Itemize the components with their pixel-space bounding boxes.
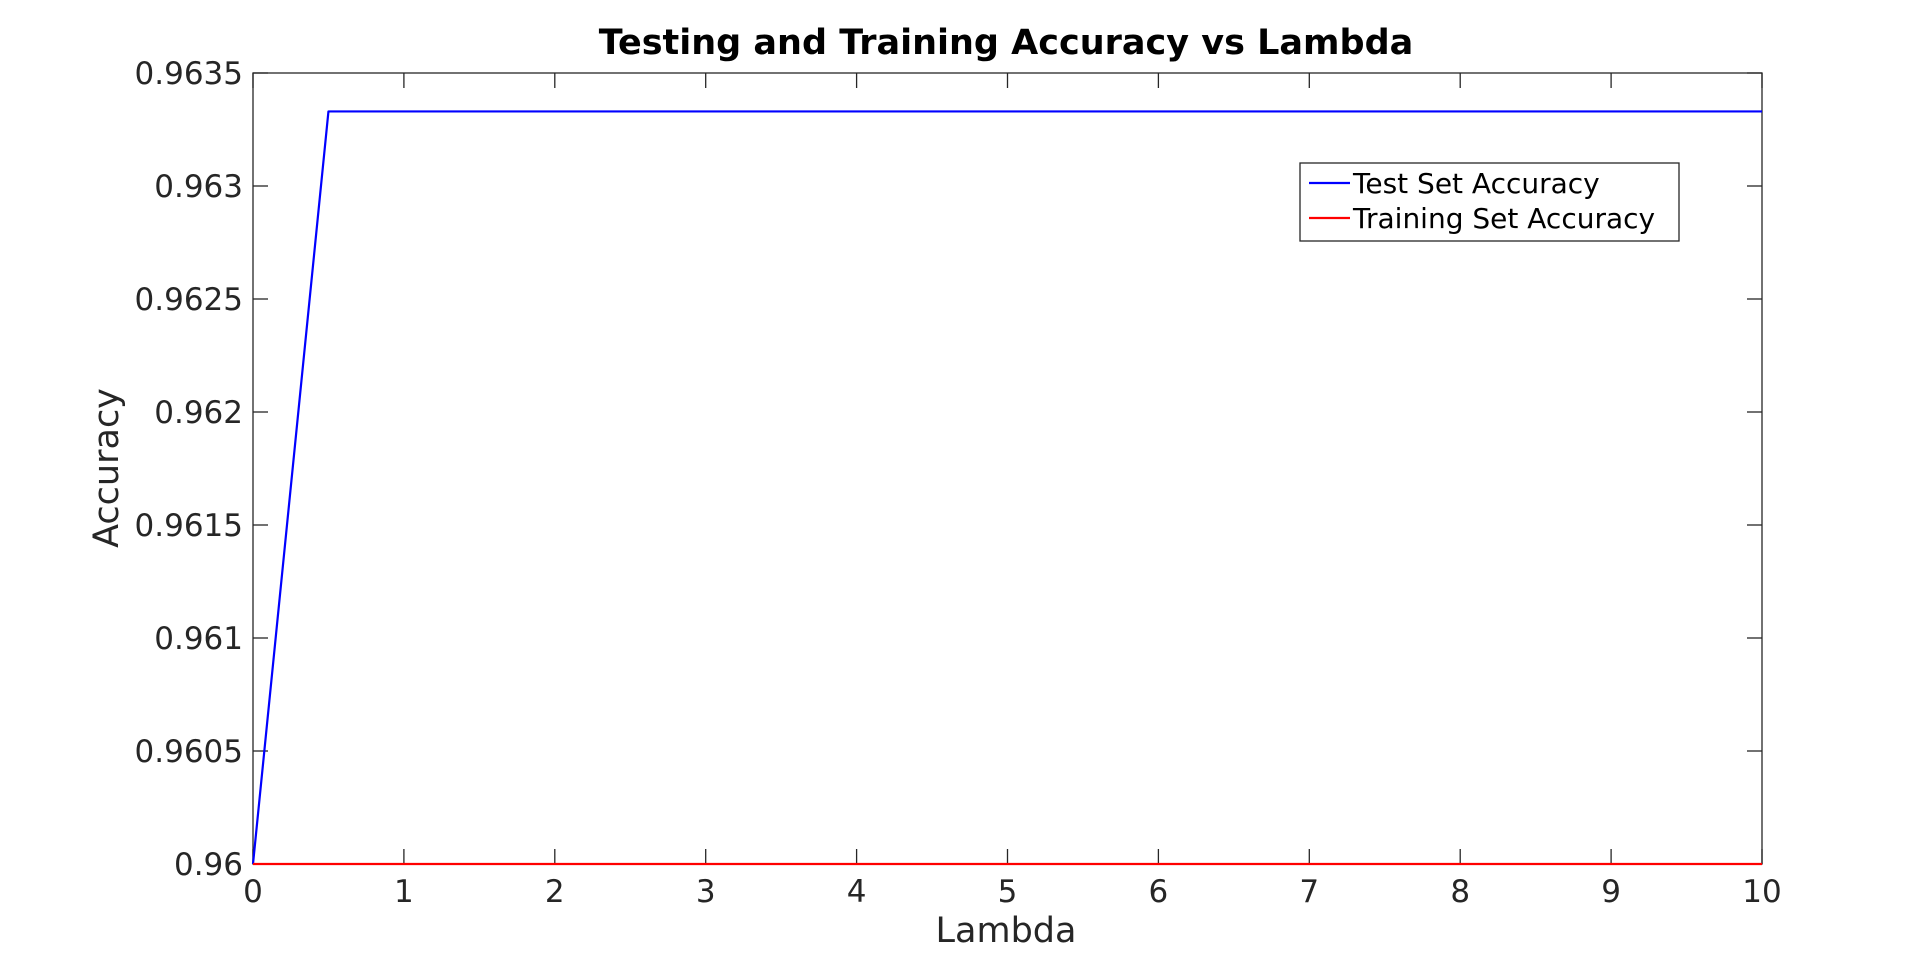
- chart-title: Testing and Training Accuracy vs Lambda: [599, 23, 1414, 63]
- x-tick-label: 5: [998, 874, 1018, 910]
- x-tick-label: 7: [1299, 874, 1319, 910]
- x-tick-label: 2: [545, 874, 565, 910]
- tick-labels: 0 1 2 3 4 5 6 7 8 9 10 0.96 0.9605 0.961 0.9615 0.962 0.…: [135, 56, 1782, 910]
- x-tick-label: 8: [1450, 874, 1470, 910]
- y-tick-label: 0.9605: [135, 734, 243, 770]
- legend-box: [1299, 162, 1680, 242]
- legend-label: Test Set Accuracy: [1352, 167, 1600, 200]
- y-axis-label: Accuracy: [87, 388, 127, 548]
- x-tick-label: 0: [243, 874, 263, 910]
- y-tick-label: 0.962: [154, 395, 243, 431]
- x-tick-label: 6: [1149, 874, 1169, 910]
- y-tick-label: 0.9625: [135, 282, 243, 318]
- x-tick-label: 9: [1601, 874, 1621, 910]
- x-tick-label: 1: [394, 874, 414, 910]
- y-tick-label: 0.9615: [135, 508, 243, 544]
- legend-label: Training Set Accuracy: [1352, 202, 1655, 235]
- test-set-accuracy-line: [251, 110, 1762, 865]
- x-tick-label: 4: [847, 874, 867, 910]
- y-tick-label: 0.963: [154, 169, 243, 205]
- y-tick-label: 0.961: [154, 621, 243, 657]
- series-lines: [251, 110, 1762, 866]
- x-axis-label: Lambda: [936, 911, 1077, 951]
- x-tick-label: 10: [1742, 874, 1781, 910]
- y-tick-label: 0.9635: [135, 56, 243, 92]
- tick-marks: [252, 72, 1763, 865]
- y-tick-label: 0.96: [174, 847, 243, 883]
- x-tick-label: 3: [696, 874, 716, 910]
